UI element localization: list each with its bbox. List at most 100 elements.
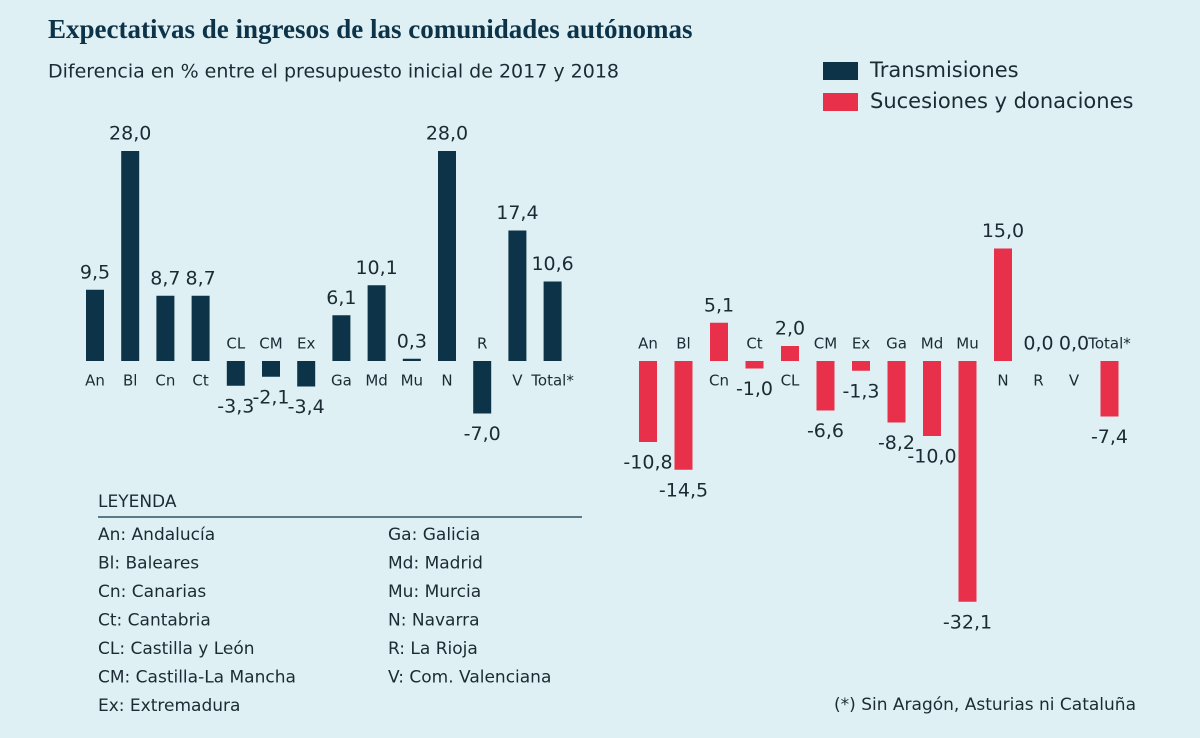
bar [1100, 361, 1119, 417]
legend-swatch [823, 93, 858, 111]
category-label: Mu [956, 335, 978, 353]
category-label: Ct [746, 335, 762, 353]
key-item: Md: Madrid [388, 554, 483, 574]
legend-label: Sucesiones y donaciones [870, 89, 1133, 113]
category-label: Cn [155, 372, 175, 390]
value-label: 28,0 [109, 123, 151, 145]
key-item: Ex: Extremadura [98, 696, 240, 716]
category-label: V [512, 372, 523, 390]
value-label: 0,3 [397, 330, 427, 352]
value-label: 6,1 [326, 287, 356, 309]
value-label: -1,0 [736, 378, 773, 400]
category-label: Cn [709, 372, 729, 390]
bar [887, 361, 906, 423]
value-label: -14,5 [659, 479, 708, 501]
category-label: V [1069, 372, 1080, 390]
category-label: Bl [123, 372, 137, 390]
value-label: -7,4 [1091, 426, 1128, 448]
bar [745, 361, 764, 369]
title: Expectativas de ingresos de las comunida… [48, 14, 693, 44]
value-label: 5,1 [704, 294, 734, 316]
category-label: Md [365, 372, 387, 390]
category-label: Ga [331, 372, 352, 390]
category-label: N [441, 372, 452, 390]
key-item: V: Com. Valenciana [388, 668, 551, 688]
key-item: CM: Castilla-La Mancha [98, 668, 296, 688]
key-item: R: La Rioja [388, 639, 478, 659]
category-label: Mu [401, 372, 423, 390]
bar [156, 295, 175, 361]
value-label: 10,6 [531, 253, 573, 275]
subtitle: Diferencia en % entre el presupuesto ini… [48, 61, 619, 83]
category-label: Md [921, 335, 943, 353]
bar [262, 361, 280, 377]
legend-swatch [823, 62, 858, 80]
category-label: CL [781, 372, 800, 390]
value-label: 28,0 [426, 123, 468, 145]
category-label: CM [814, 335, 837, 353]
value-label: -10,0 [907, 446, 956, 468]
bar [332, 315, 351, 361]
bar [852, 361, 870, 371]
value-label: 8,7 [150, 267, 180, 289]
bar [508, 230, 527, 361]
category-label: Total* [1087, 335, 1131, 353]
bar [367, 285, 386, 361]
bar [473, 361, 492, 414]
bar [710, 322, 728, 361]
category-label: Ct [192, 372, 208, 390]
legend-label: Transmisiones [869, 58, 1019, 82]
category-label: An [85, 372, 105, 390]
value-label: -3,4 [288, 396, 325, 418]
value-label: 17,4 [496, 202, 538, 224]
value-label: 15,0 [982, 220, 1024, 242]
key-item: CL: Castilla y León [98, 639, 255, 659]
key-item: N: Navarra [388, 611, 480, 631]
category-label: Ga [886, 335, 907, 353]
value-label: 9,5 [80, 261, 110, 283]
bar [438, 151, 456, 361]
value-label: 0,0 [1059, 333, 1089, 355]
category-label: N [997, 372, 1008, 390]
category-label: CL [226, 335, 245, 353]
value-label: 8,7 [185, 267, 215, 289]
category-label: An [638, 335, 658, 353]
category-label: CM [259, 335, 282, 353]
value-label: -2,1 [252, 386, 289, 408]
bar [86, 289, 104, 361]
value-label: -6,6 [807, 420, 844, 442]
value-label: 0,0 [1023, 333, 1053, 355]
value-label: 2,0 [775, 318, 805, 340]
value-label: -10,8 [623, 452, 672, 474]
key-item: Ct: Cantabria [98, 611, 211, 631]
value-label: -1,3 [842, 380, 879, 402]
bar [297, 361, 316, 387]
key-item: Cn: Canarias [98, 582, 206, 602]
key-item: Ga: Galicia [388, 525, 480, 545]
bar [226, 361, 245, 386]
bar [402, 358, 421, 361]
category-label: R [1033, 372, 1043, 390]
category-label: Bl [676, 335, 690, 353]
value-label: 10,1 [355, 257, 397, 279]
bar [639, 361, 657, 442]
bar [543, 281, 562, 361]
value-label: -3,3 [217, 395, 254, 417]
category-label: Ex [297, 335, 315, 353]
bar [121, 151, 140, 361]
footnote: (*) Sin Aragón, Asturias ni Cataluña [834, 695, 1136, 715]
category-label: Ex [852, 335, 870, 353]
bar [816, 361, 835, 411]
value-label: -8,2 [878, 432, 915, 454]
bar [958, 361, 977, 602]
key-item: An: Andalucía [98, 525, 215, 545]
key-item: Mu: Murcia [388, 582, 481, 602]
category-label: R [477, 335, 487, 353]
bar [191, 295, 210, 361]
value-label: -7,0 [464, 423, 501, 445]
category-label: Total* [530, 372, 574, 390]
key-title: LEYENDA [98, 492, 177, 512]
key-item: Bl: Baleares [98, 554, 199, 574]
value-label: -32,1 [943, 611, 992, 633]
